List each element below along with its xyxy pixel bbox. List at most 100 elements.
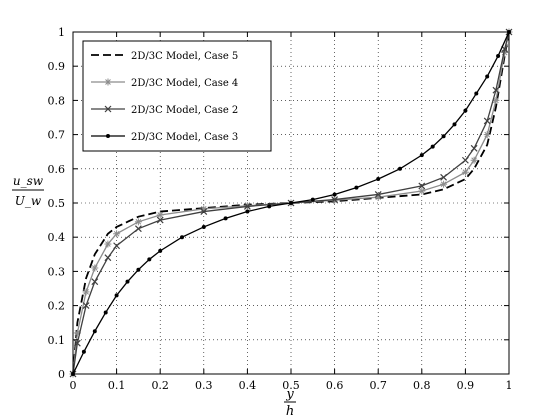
data-point bbox=[483, 117, 491, 125]
data-point bbox=[441, 134, 446, 139]
legend: 2D/3C Model, Case 5 2D/3C Model, Case 4 2D… bbox=[82, 40, 272, 152]
data-point bbox=[223, 216, 228, 221]
x-tick-label: 0.4 bbox=[239, 379, 257, 392]
y-tick-label: 1 bbox=[58, 26, 65, 39]
data-point bbox=[485, 74, 490, 79]
data-point bbox=[92, 329, 97, 334]
y-axis-ticks: 0 0.1 0.2 0.3 0.4 0.5 0.6 0.7 0.8 0.9 1 bbox=[48, 26, 509, 381]
x-axis-label: y h bbox=[284, 387, 296, 419]
x-tick-label: 0.9 bbox=[457, 379, 475, 392]
y-tick-label: 0.7 bbox=[48, 129, 66, 142]
legend-item: 2D/3C Model, Case 4 bbox=[91, 78, 238, 89]
legend-item: 2D/3C Model, Case 5 bbox=[91, 51, 238, 62]
data-point bbox=[376, 177, 381, 182]
data-point bbox=[470, 156, 478, 164]
data-point bbox=[418, 187, 426, 195]
data-point bbox=[496, 53, 501, 58]
data-point bbox=[463, 108, 468, 113]
y-tick-label: 0.1 bbox=[48, 334, 66, 347]
series-layer bbox=[69, 28, 513, 378]
y-axis-label: u_sw U_w bbox=[12, 174, 44, 208]
data-point bbox=[201, 224, 206, 229]
data-point bbox=[156, 216, 164, 224]
data-point bbox=[483, 131, 491, 139]
data-point bbox=[474, 91, 479, 96]
data-point bbox=[289, 201, 293, 205]
x-tick-label: 0.3 bbox=[195, 379, 213, 392]
legend-label: 2D/3C Model, Case 4 bbox=[131, 78, 238, 89]
data-point bbox=[354, 185, 359, 190]
data-point bbox=[82, 288, 90, 296]
data-point bbox=[331, 196, 339, 204]
data-point bbox=[73, 339, 81, 347]
x-tick-label: 0.8 bbox=[413, 379, 431, 392]
data-point bbox=[267, 204, 272, 209]
data-point bbox=[104, 254, 112, 262]
legend-marker bbox=[104, 78, 112, 86]
data-point bbox=[81, 349, 86, 354]
y-tick-label: 0.9 bbox=[48, 60, 66, 73]
data-point bbox=[82, 302, 90, 310]
data-point bbox=[91, 278, 99, 286]
data-point bbox=[156, 211, 164, 219]
y-tick-label: 0.8 bbox=[48, 94, 66, 107]
data-point bbox=[243, 202, 251, 210]
legend-label: 2D/3C Model, Case 5 bbox=[131, 51, 238, 62]
legend-marker bbox=[104, 105, 112, 113]
data-point bbox=[430, 144, 435, 149]
data-point bbox=[332, 192, 337, 197]
y-tick-label: 0.2 bbox=[48, 300, 66, 313]
data-point bbox=[113, 242, 121, 250]
x-axis-label-denominator: h bbox=[286, 404, 294, 419]
data-point bbox=[374, 191, 382, 198]
legend-item: 2D/3C Model, Case 3 bbox=[91, 132, 238, 143]
data-point bbox=[470, 144, 478, 152]
data-point bbox=[125, 279, 130, 284]
data-point bbox=[440, 173, 448, 181]
series-1 bbox=[72, 31, 510, 375]
y-tick-label: 0.4 bbox=[48, 231, 66, 244]
x-tick-label: 0.5 bbox=[282, 379, 300, 392]
y-axis-label-denominator: U_w bbox=[15, 194, 42, 208]
x-tick-label: 1 bbox=[506, 379, 513, 392]
x-tick-label: 0.1 bbox=[108, 379, 126, 392]
data-point bbox=[134, 225, 142, 233]
x-axis-label-numerator: y bbox=[285, 387, 294, 402]
data-point bbox=[461, 156, 469, 164]
data-point bbox=[104, 240, 112, 248]
y-tick-label: 0 bbox=[58, 368, 65, 381]
x-tick-label: 0 bbox=[70, 379, 77, 392]
legend-label: 2D/3C Model, Case 2 bbox=[131, 105, 238, 116]
legend-item: 2D/3C Model, Case 2 bbox=[91, 105, 238, 116]
x-tick-label: 0.7 bbox=[369, 379, 387, 392]
legend-marker bbox=[106, 134, 110, 138]
data-point bbox=[440, 180, 448, 188]
data-point bbox=[418, 182, 426, 190]
x-tick-label: 0.6 bbox=[326, 379, 344, 392]
data-point bbox=[452, 122, 457, 127]
data-point bbox=[113, 230, 121, 238]
data-point bbox=[419, 153, 424, 158]
data-point bbox=[200, 208, 208, 215]
data-point bbox=[492, 86, 500, 94]
data-point bbox=[461, 168, 469, 176]
data-point bbox=[245, 209, 250, 214]
data-point bbox=[91, 264, 99, 272]
data-point bbox=[398, 166, 402, 171]
data-point bbox=[134, 218, 142, 226]
legend-box bbox=[82, 40, 272, 152]
legend-label: 2D/3C Model, Case 3 bbox=[131, 132, 238, 143]
y-axis-label-numerator: u_sw bbox=[13, 174, 44, 188]
data-point bbox=[158, 248, 163, 253]
x-tick-label: 0.2 bbox=[151, 379, 169, 392]
y-tick-label: 0.5 bbox=[48, 197, 66, 210]
y-tick-label: 0.3 bbox=[48, 265, 66, 278]
data-point bbox=[103, 310, 108, 315]
data-point bbox=[136, 267, 141, 272]
data-point bbox=[180, 235, 184, 240]
y-tick-label: 0.6 bbox=[48, 163, 66, 176]
data-point bbox=[114, 293, 119, 298]
x-axis-ticks: 0 0.1 0.2 0.3 0.4 0.5 0.6 0.7 0.8 0.9 1 bbox=[70, 32, 513, 392]
data-point bbox=[147, 257, 152, 262]
